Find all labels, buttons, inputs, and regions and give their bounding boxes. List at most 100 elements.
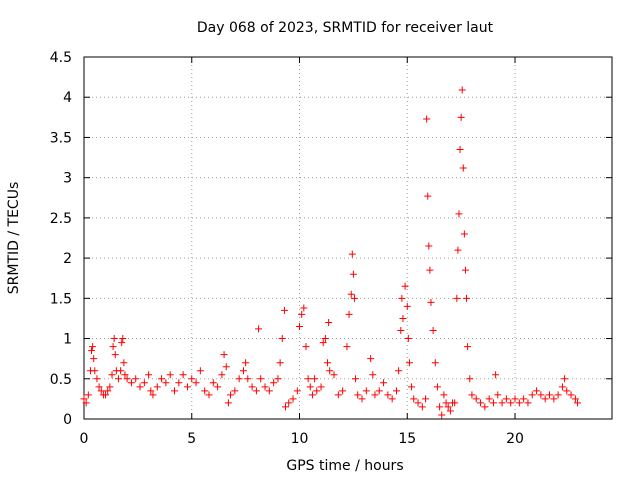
data-point — [492, 371, 500, 379]
data-point — [537, 391, 545, 399]
data-point — [405, 359, 413, 367]
y-tick-label: 1.5 — [50, 291, 72, 307]
data-point — [453, 294, 461, 302]
data-point — [242, 359, 250, 367]
data-point — [289, 395, 297, 403]
data-point — [80, 395, 88, 403]
data-point — [285, 399, 293, 407]
y-tick-label: 0 — [63, 412, 72, 428]
y-tick-label: 2 — [63, 251, 72, 267]
data-point — [446, 407, 454, 415]
grid — [84, 57, 612, 419]
data-point — [554, 391, 562, 399]
data-point — [308, 391, 316, 399]
data-point — [255, 325, 263, 333]
y-tick-label: 0.5 — [50, 372, 72, 388]
y-tick-label: 4 — [63, 90, 72, 106]
data-point — [352, 375, 360, 383]
data-point — [395, 367, 403, 375]
data-point — [89, 343, 97, 351]
data-point — [324, 359, 332, 367]
y-tick-label: 3.5 — [50, 130, 72, 146]
data-point — [300, 304, 308, 312]
data-point — [334, 391, 342, 399]
data-point — [201, 387, 209, 395]
data-point — [162, 379, 170, 387]
data-point — [436, 403, 444, 411]
data-point — [425, 242, 433, 250]
data-point — [280, 306, 288, 314]
data-point — [362, 387, 370, 395]
x-tick-label: 10 — [291, 431, 309, 447]
data-point — [454, 246, 462, 254]
data-point — [114, 375, 122, 383]
data-points — [80, 86, 582, 419]
data-point — [392, 387, 400, 395]
data-point — [252, 387, 260, 395]
data-point — [398, 294, 406, 302]
data-point — [451, 399, 459, 407]
data-point — [410, 395, 418, 403]
data-point — [293, 387, 301, 395]
data-point — [349, 270, 357, 278]
data-point — [171, 387, 179, 395]
data-point — [227, 391, 235, 399]
data-point — [282, 403, 290, 411]
data-point — [296, 322, 304, 330]
data-point — [325, 318, 333, 326]
data-point — [343, 343, 351, 351]
data-point — [468, 391, 476, 399]
data-point — [345, 310, 353, 318]
data-point — [222, 363, 230, 371]
data-point — [235, 375, 243, 383]
data-point — [466, 375, 474, 383]
data-point — [350, 294, 358, 302]
y-tick-label: 2.5 — [50, 211, 72, 227]
data-point — [91, 367, 99, 375]
data-point — [408, 383, 416, 391]
data-point — [120, 359, 128, 367]
data-point — [123, 375, 131, 383]
data-point — [528, 391, 536, 399]
data-point — [371, 391, 379, 399]
data-point — [401, 282, 409, 290]
data-point — [358, 395, 366, 403]
data-point — [380, 379, 388, 387]
data-point — [149, 391, 157, 399]
data-point — [427, 298, 435, 306]
data-point — [348, 250, 356, 258]
data-point — [109, 343, 117, 351]
data-point — [489, 399, 497, 407]
data-point — [214, 383, 222, 391]
data-point — [429, 327, 437, 335]
data-point — [423, 115, 431, 123]
data-point — [464, 343, 472, 351]
y-tick-label: 1 — [63, 332, 72, 348]
data-point — [550, 395, 558, 403]
data-point — [567, 391, 575, 399]
data-point — [111, 351, 119, 359]
data-point — [158, 375, 166, 383]
data-point — [84, 391, 92, 399]
data-point — [524, 399, 532, 407]
data-point — [440, 391, 448, 399]
data-point — [244, 375, 252, 383]
data-point — [183, 383, 191, 391]
data-point — [224, 399, 232, 407]
data-point — [326, 367, 334, 375]
data-point — [422, 395, 430, 403]
y-tick-label: 4.5 — [50, 50, 72, 66]
data-point — [369, 371, 377, 379]
data-point — [319, 339, 327, 347]
data-point — [102, 391, 110, 399]
data-point — [367, 355, 375, 363]
chart-title: Day 068 of 2023, SRMTID for receiver lau… — [197, 20, 494, 36]
data-point — [278, 335, 286, 343]
data-point — [147, 387, 155, 395]
data-point — [145, 371, 153, 379]
data-point — [127, 379, 135, 387]
axis-ticks: 0 0.5 1 1.5 2 2.5 3 3.5 4 4.5 0 5 10 15 20 — [50, 50, 612, 447]
data-point — [313, 387, 321, 395]
data-point — [110, 335, 118, 343]
data-point — [424, 192, 432, 200]
